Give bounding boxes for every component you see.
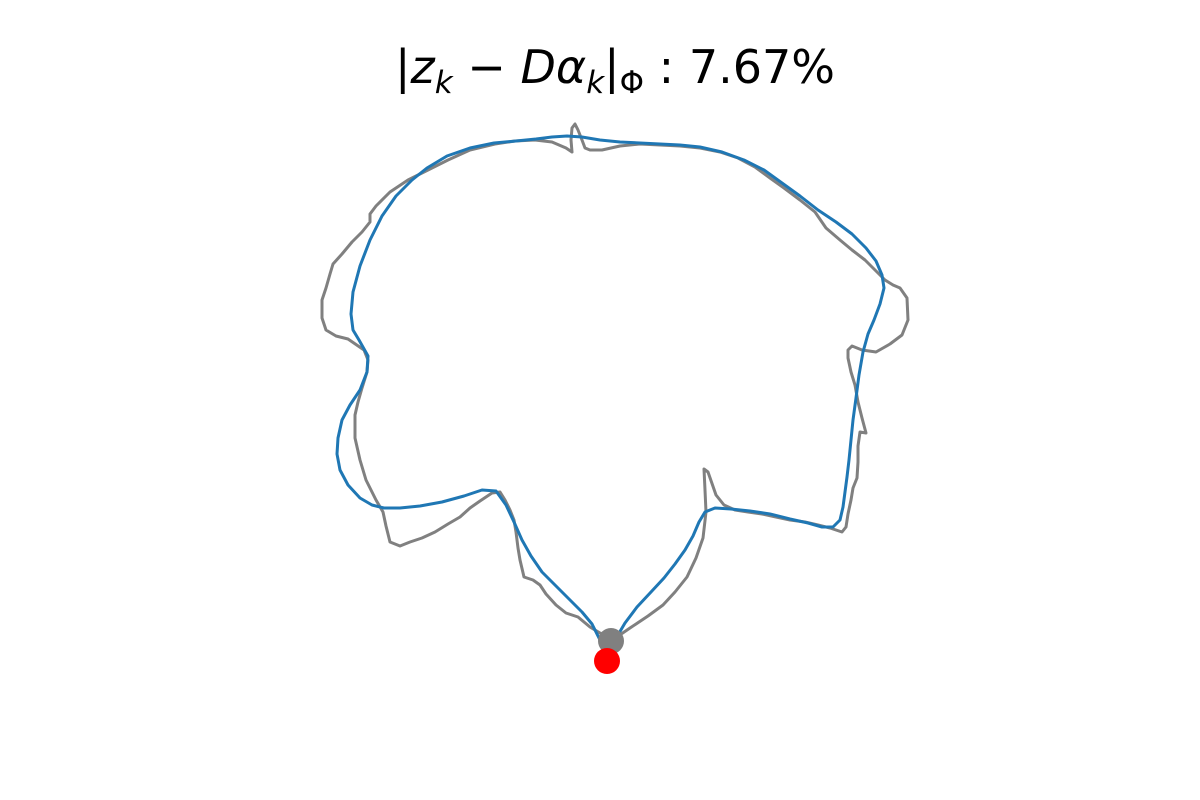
target-contour-line — [320, 122, 910, 643]
title-bar-right: | — [604, 40, 620, 95]
title-minus: − — [453, 40, 521, 94]
title-sub-k1: k — [435, 65, 454, 101]
title-value: 7.67% — [689, 40, 835, 94]
reconstruction-contour-line — [335, 134, 886, 663]
target-start-point — [598, 628, 624, 654]
title-bar-left: | — [395, 40, 411, 95]
reconstruction-start-point — [594, 648, 620, 674]
title-alpha: α — [556, 40, 586, 94]
title-z: z — [410, 40, 436, 94]
title-colon: : — [644, 40, 689, 94]
title-sub-k2: k — [586, 65, 605, 101]
title-sub-phi: Φ — [620, 65, 644, 101]
title-d: D — [520, 40, 555, 94]
chart-title: |zk − Dαk|Φ : 7.67% — [395, 40, 835, 101]
